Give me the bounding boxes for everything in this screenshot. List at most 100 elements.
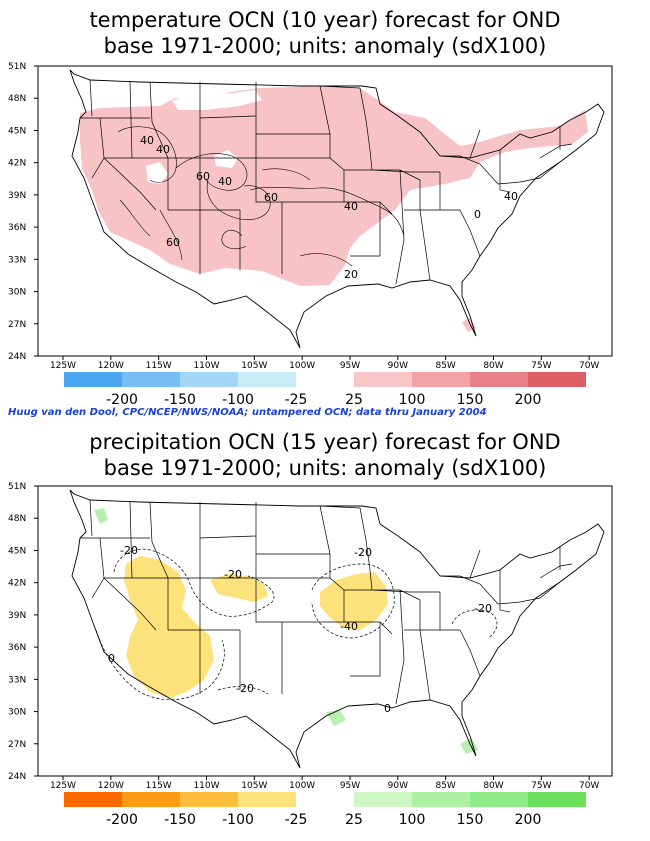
lon-tick-label: 120W	[98, 781, 124, 791]
lat-tick-label: 51N	[8, 482, 26, 492]
lon-tick-label: 85W	[435, 361, 455, 371]
contour-label: 40	[218, 175, 232, 188]
legend-label: -150	[164, 812, 196, 828]
lon-tick-label: 95W	[340, 781, 360, 791]
lat-tick-label: 48N	[8, 94, 26, 104]
lon-tick-label: 75W	[531, 361, 551, 371]
lat-tick-label: 24N	[8, 772, 26, 782]
legend-label: -100	[222, 392, 254, 408]
lat-tick-label: 42N	[8, 159, 26, 169]
legend-swatch	[412, 372, 470, 387]
contour-label: 0	[108, 652, 115, 665]
precip-axis-labels: 51N 48N 45N 42N 39N 36N 33N 30N 27N 24N 125W 120W 11…	[8, 482, 599, 791]
lon-tick-label: 115W	[146, 361, 172, 371]
legend-swatch	[412, 792, 470, 807]
lon-tick-label: 75W	[531, 781, 551, 791]
legend-label: 150	[457, 392, 484, 408]
lat-tick-label: 48N	[8, 514, 26, 524]
contour-label: 0	[384, 702, 391, 715]
lat-tick-label: 27N	[8, 740, 26, 750]
lat-tick-label: 36N	[8, 643, 26, 653]
legend-swatch	[470, 372, 528, 387]
lon-tick-label: 120W	[98, 361, 124, 371]
temp-title-line1: temperature OCN (10 year) forecast for O…	[89, 8, 561, 32]
legend-swatch	[64, 792, 122, 807]
contour-label: -20	[224, 568, 242, 581]
precip-color-legend: -200 -150 -100 -25 25 100 150 200	[64, 792, 586, 828]
lon-tick-label: 80W	[483, 361, 503, 371]
temp-contour-labels: 40 40 60 40 60 40 60 20 0 40	[140, 134, 518, 281]
contour-label: 40	[344, 200, 358, 213]
lat-tick-label: 45N	[8, 126, 26, 136]
lon-tick-label: 110W	[193, 781, 219, 791]
contour-label: -20	[474, 602, 492, 615]
dry-anomaly-midwest	[320, 572, 388, 630]
legend-label: 100	[399, 392, 426, 408]
temp-title-line2: base 1971-2000; units: anomaly (sdX100)	[103, 34, 547, 58]
lon-tick-label: 95W	[340, 361, 360, 371]
lon-tick-label: 105W	[241, 781, 267, 791]
lat-tick-label: 51N	[8, 62, 26, 72]
legend-label: 100	[399, 812, 426, 828]
contour-lines	[117, 126, 405, 267]
contour-label: 40	[140, 134, 154, 147]
precipitation-map: -20 -20 -20 -40 -20 -20 0 0 51N 48N 45N 42N…	[8, 482, 613, 828]
legend-label: -200	[106, 392, 138, 408]
lat-tick-label: 39N	[8, 611, 26, 621]
precip-title-line1: precipitation OCN (15 year) forecast for…	[89, 430, 561, 454]
lon-tick-label: 100W	[289, 781, 315, 791]
contour-label: -20	[120, 544, 138, 557]
positive-anomaly-region	[80, 86, 588, 286]
legend-label: 200	[515, 812, 542, 828]
legend-swatch	[528, 792, 586, 807]
lon-tick-label: 70W	[579, 781, 599, 791]
temp-axis-labels: 51N 48N 45N 42N 39N 36N 33N 30N 27N 24N 125W 120W 11…	[8, 62, 599, 371]
contour-label: 60	[166, 236, 180, 249]
contour-label: -20	[354, 546, 372, 559]
legend-swatch	[354, 372, 412, 387]
coastline-and-borders	[69, 489, 605, 769]
lat-tick-label: 45N	[8, 546, 26, 556]
temp-color-legend: -200 -150 -100 -25 25 100 150 200	[64, 372, 586, 408]
legend-swatch	[354, 792, 412, 807]
lon-tick-label: 90W	[388, 781, 408, 791]
contour-label: -20	[236, 682, 254, 695]
lat-tick-label: 33N	[8, 255, 26, 265]
legend-label: 150	[457, 812, 484, 828]
lat-tick-label: 30N	[8, 288, 26, 298]
lat-tick-label: 24N	[8, 352, 26, 362]
legend-swatch	[180, 372, 238, 387]
legend-label: -150	[164, 392, 196, 408]
legend-label: -200	[106, 812, 138, 828]
lon-tick-label: 100W	[289, 361, 315, 371]
legend-swatch	[180, 792, 238, 807]
lon-tick-label: 125W	[50, 361, 76, 371]
wet-anomaly-nw	[94, 508, 108, 524]
lat-tick-label: 42N	[8, 579, 26, 589]
lon-tick-label: 105W	[241, 361, 267, 371]
contour-label: -40	[340, 620, 358, 633]
idaho-gap	[146, 162, 168, 184]
legend-swatch	[122, 792, 180, 807]
legend-swatch	[238, 792, 296, 807]
legend-label: 200	[515, 392, 542, 408]
lon-tick-label: 90W	[388, 361, 408, 371]
wyoming-gap	[214, 150, 238, 168]
legend-label: -25	[285, 392, 308, 408]
state-boundaries	[80, 499, 573, 705]
coastline-and-borders	[69, 69, 605, 349]
legend-label: -100	[222, 812, 254, 828]
state-boundaries	[80, 79, 573, 285]
lon-tick-label: 85W	[435, 781, 455, 791]
contour-label: 60	[264, 191, 278, 204]
lat-tick-label: 36N	[8, 223, 26, 233]
north-plains-gap	[172, 90, 262, 110]
precip-contour-labels: -20 -20 -20 -40 -20 -20 0 0	[108, 544, 492, 715]
lat-tick-label: 39N	[8, 191, 26, 201]
legend-swatch	[238, 372, 296, 387]
legend-swatch	[470, 792, 528, 807]
legend-swatch	[122, 372, 180, 387]
dry-anomaly-west	[124, 556, 214, 698]
contour-label: 60	[196, 170, 210, 183]
legend-label: 25	[345, 392, 363, 408]
